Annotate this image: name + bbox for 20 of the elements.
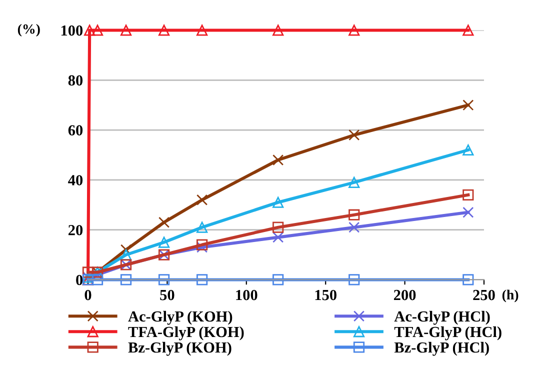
y-tick-label: 40 xyxy=(68,175,83,186)
legend-label: Bz-GlyP (KOH) xyxy=(128,342,232,356)
y-tick-label: 100 xyxy=(61,25,83,36)
legend-label: Ac-GlyP (KOH) xyxy=(128,310,232,325)
legend-label: Ac-GlyP (HCl) xyxy=(394,310,490,325)
y-tick-label: 60 xyxy=(68,125,83,136)
legend-label: TFA-GlyP (KOH) xyxy=(128,326,244,340)
x-tick-label: 200 xyxy=(394,290,416,300)
y-tick-label: 20 xyxy=(68,224,83,236)
x-axis-title: (h) xyxy=(502,290,518,302)
y-tick-label: 80 xyxy=(68,75,83,86)
x-tick-label: 100 xyxy=(236,290,258,300)
y-tick-label: 0 xyxy=(76,274,83,286)
x-tick-label: 50 xyxy=(160,290,174,300)
x-tick-label: 150 xyxy=(315,290,336,300)
x-tick-label: 0 xyxy=(84,290,92,300)
legend-label: TFA-GlyP (HCl) xyxy=(394,326,502,340)
legend-label: Bz-GlyP (HCl) xyxy=(394,342,489,356)
y-axis-title: (%) xyxy=(18,24,40,37)
x-tick-label: 250 xyxy=(473,290,495,300)
